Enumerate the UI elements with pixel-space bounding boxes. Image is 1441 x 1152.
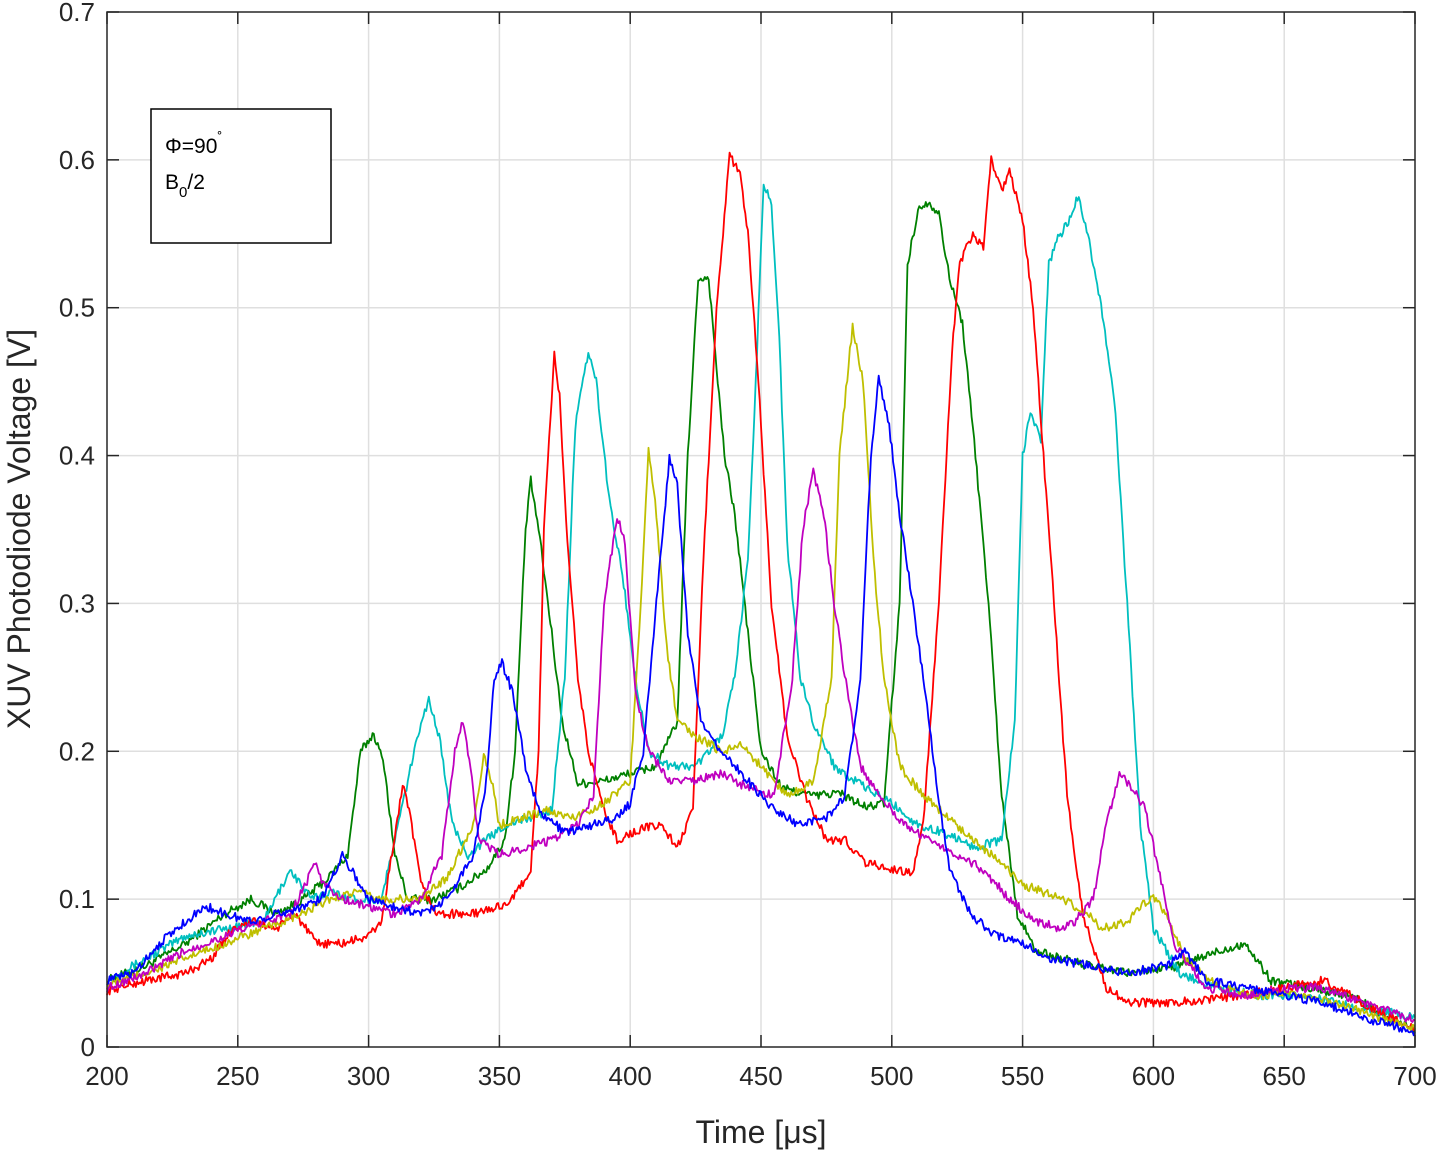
- y-tick-label: 0.1: [59, 884, 95, 914]
- y-tick-labels: 0 0.1 0.2 0.3 0.4 0.5 0.6 0.7: [59, 0, 95, 1062]
- x-tick-label: 600: [1132, 1061, 1175, 1091]
- annotation-degree-sup: ˚: [217, 130, 222, 147]
- x-tick-label: 300: [347, 1061, 390, 1091]
- x-tick-labels: 200 250 300 350 400 450 500 550 600 650 700: [85, 1061, 1436, 1091]
- x-tick-label: 350: [478, 1061, 521, 1091]
- y-tick-label: 0.7: [59, 0, 95, 27]
- series-line-6: [106, 374, 1416, 1037]
- x-tick-label: 450: [739, 1061, 782, 1091]
- y-tick-label: 0.2: [59, 736, 95, 766]
- annotation-b-tail: /2: [187, 171, 205, 194]
- tick-marks: [106, 11, 1416, 1048]
- y-tick-label: 0.6: [59, 145, 95, 175]
- y-tick-label: 0.4: [59, 441, 95, 471]
- x-tick-label: 250: [216, 1061, 259, 1091]
- svg-text:Φ=90˚: Φ=90˚: [165, 130, 222, 158]
- annotation-b-subscript: 0: [179, 184, 187, 201]
- annotation-box: Φ=90˚ B0/2: [150, 108, 332, 244]
- x-tick-label: 500: [870, 1061, 913, 1091]
- x-tick-label: 200: [85, 1061, 128, 1091]
- svg-text:B0/2: B0/2: [165, 171, 205, 201]
- series-layer: [106, 151, 1416, 1037]
- y-tick-label: 0: [81, 1032, 95, 1062]
- y-tick-label: 0.3: [59, 588, 95, 618]
- annotation-b-text: B: [165, 171, 179, 194]
- x-tick-label: 400: [609, 1061, 652, 1091]
- x-tick-label: 650: [1263, 1061, 1306, 1091]
- y-tick-label: 0.5: [59, 293, 95, 323]
- series-line-3: [106, 151, 1416, 1031]
- x-axis-label: Time [μs]: [695, 1114, 826, 1150]
- annotation-phi-text: Φ=90: [165, 135, 217, 158]
- y-axis-label: XUV Photodiode Voltage [V]: [1, 329, 37, 729]
- x-tick-label: 550: [1001, 1061, 1044, 1091]
- x-tick-label: 700: [1393, 1061, 1436, 1091]
